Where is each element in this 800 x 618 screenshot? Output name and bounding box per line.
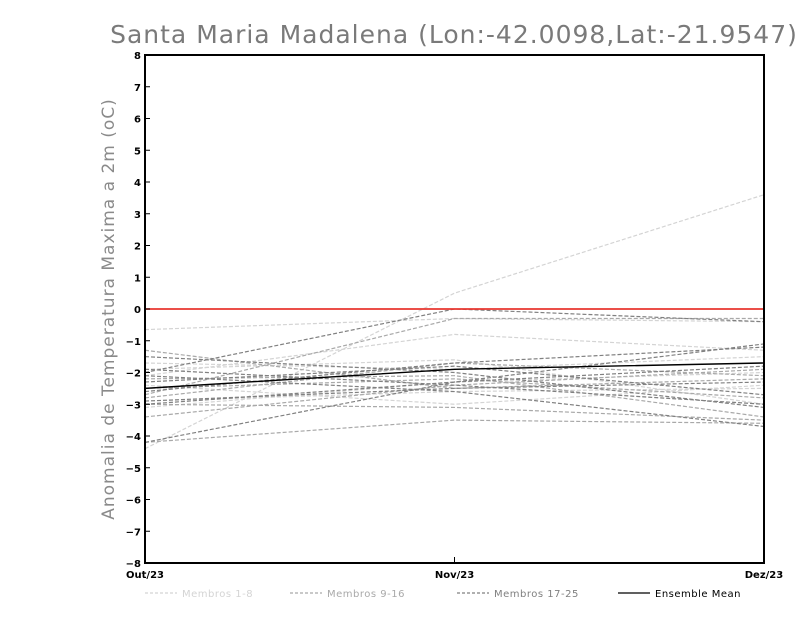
series-layer [144,194,765,450]
y-tick-label: 7 [134,83,141,94]
legend-label-membros-9-16: Membros 9-16 [327,589,405,600]
y-tick-label: −1 [126,337,141,348]
y-tick-label: −5 [126,464,141,475]
y-tick-label: 3 [134,210,141,221]
series-line-member-10 [144,375,765,418]
series-line-member-11 [144,403,765,421]
x-axis-ticks: Out/23 Nov/23 Dez/23 [126,557,783,581]
y-axis-ticks: 8 7 6 5 4 3 2 1 0 −1 −2 −3 −4 −5 −6 −7 −8 [126,51,150,570]
x-tick-label: Nov/23 [435,570,474,581]
series-line-member-12 [144,349,765,389]
y-axis-label: Anomalia de Temperatura Maxima a 2m (oC) [99,98,119,520]
x-tick-label: Out/23 [126,570,164,581]
series-line-member-13 [144,378,765,399]
series-line-member-16 [144,419,765,443]
chart-title: Santa Maria Madalena (Lon:-42.0098,Lat:-… [110,20,798,49]
y-tick-label: 1 [134,273,141,284]
series-line-member-2 [144,317,765,331]
series-line-member-1 [144,194,765,450]
y-tick-label: 2 [134,242,141,253]
series-line-member-9 [144,317,764,396]
y-tick-label: −3 [126,400,141,411]
y-tick-label: −4 [126,432,141,443]
series-line-member-25 [144,365,765,405]
series-line-member-24 [144,375,765,428]
y-tick-label: −6 [126,496,141,507]
legend-label-membros-1-8: Membros 1-8 [182,589,253,600]
series-line-ensemble-mean [144,362,765,390]
y-tick-label: −2 [126,369,141,380]
series-line-member-23 [144,368,765,405]
legend-label-ensemble-mean: Ensemble Mean [655,589,741,600]
y-tick-label: 6 [134,115,141,126]
series-line-member-20 [144,356,765,409]
x-tick-label: Dez/23 [745,570,784,581]
y-tick-label: −7 [126,527,141,538]
y-tick-label: 0 [134,305,141,316]
series-line-member-5 [144,371,765,409]
y-tick-label: −8 [126,559,141,570]
series-line-member-18 [144,343,765,443]
legend: Membros 1-8 Membros 9-16 Membros 17-25 E… [145,589,741,600]
series-line-member-14 [144,368,765,418]
series-line-member-4 [144,387,765,402]
y-tick-label: 8 [134,51,141,62]
series-line-member-19 [144,365,765,396]
series-line-member-6 [144,359,765,405]
y-tick-label: 4 [134,178,141,189]
y-tick-label: 5 [134,146,141,157]
legend-label-membros-17-25: Membros 17-25 [494,589,579,600]
